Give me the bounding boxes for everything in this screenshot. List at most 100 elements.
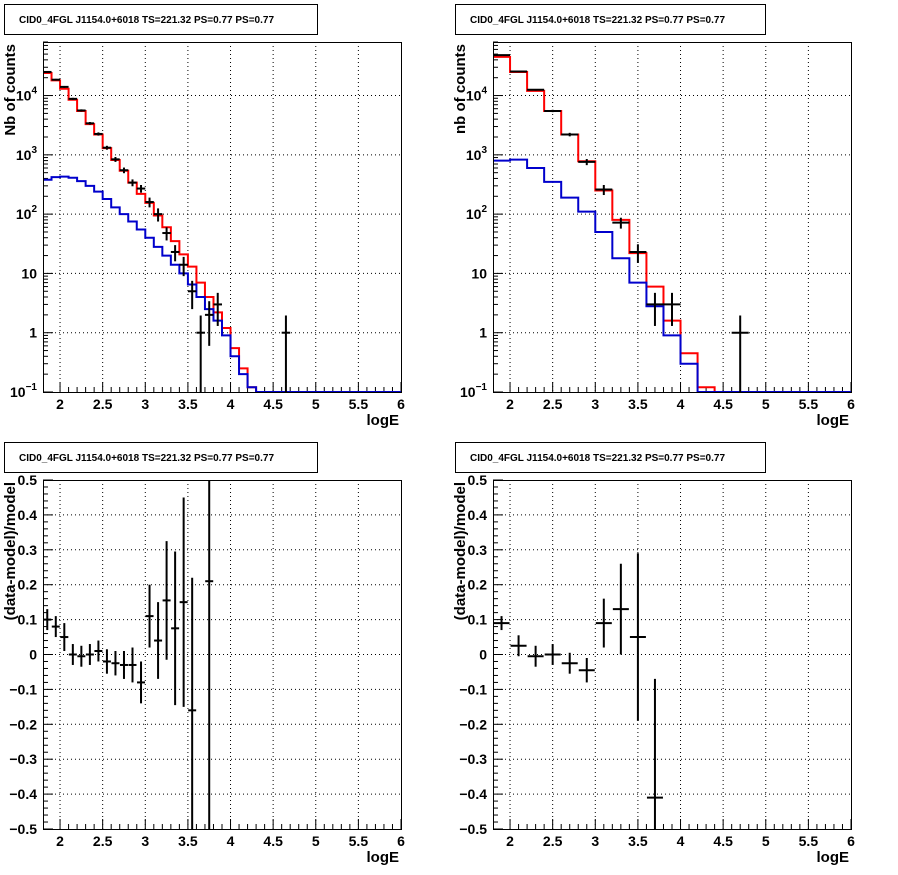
data-point bbox=[145, 197, 154, 208]
plot-frame bbox=[43, 480, 402, 830]
panel-2: CID0_4FGL J1154.0+6018 TS=221.32 PS=0.77… bbox=[452, 4, 855, 429]
data-point bbox=[128, 179, 137, 187]
y-tick-label: −0.4 bbox=[9, 786, 37, 802]
data-point bbox=[77, 645, 86, 667]
x-tick-label: 5.5 bbox=[349, 833, 369, 849]
data-point bbox=[646, 292, 664, 326]
panel-4: CID0_4FGL J1154.0+6018 TS=221.32 PS=0.77… bbox=[452, 442, 855, 866]
x-tick-label: 4 bbox=[677, 833, 685, 849]
series-line-2 bbox=[43, 175, 401, 392]
y-tick-label: −0.1 bbox=[9, 681, 37, 697]
data-point bbox=[595, 184, 613, 196]
data-point bbox=[60, 85, 69, 88]
y-tick-label: 102 bbox=[466, 204, 488, 222]
data-point bbox=[629, 553, 646, 721]
x-tick-label: 4.5 bbox=[713, 833, 733, 849]
data-point bbox=[171, 551, 180, 706]
data-point bbox=[77, 109, 86, 112]
y-tick-label: 0.4 bbox=[468, 507, 488, 523]
data-point bbox=[646, 678, 663, 829]
x-tick-label: 5.5 bbox=[799, 396, 819, 412]
y-axis-title: (data-model)/model bbox=[2, 482, 19, 620]
x-tick-label: 5.5 bbox=[799, 833, 819, 849]
y-tick-label: 1 bbox=[479, 325, 487, 341]
data-point bbox=[111, 156, 120, 162]
data-point bbox=[188, 577, 197, 829]
y-tick-label: 0.4 bbox=[18, 507, 38, 523]
x-tick-label: 5 bbox=[762, 396, 770, 412]
data-point bbox=[663, 292, 681, 326]
y-tick-label: 1 bbox=[29, 325, 37, 341]
y-tick-label: 102 bbox=[16, 204, 38, 222]
x-tick-label: 5 bbox=[762, 833, 770, 849]
y-tick-label: 0.1 bbox=[18, 612, 38, 628]
x-tick-label: 2 bbox=[56, 396, 64, 412]
y-tick-label: −0.1 bbox=[459, 681, 487, 697]
data-point bbox=[51, 78, 61, 81]
x-tick-label: 4.5 bbox=[713, 396, 733, 412]
x-axis-title: logE bbox=[817, 412, 850, 429]
x-tick-label: 4 bbox=[677, 396, 685, 412]
y-tick-label: 0.5 bbox=[468, 472, 488, 488]
data-point bbox=[629, 244, 647, 263]
x-tick-label: 3.5 bbox=[628, 833, 648, 849]
y-tick-label: 10−1 bbox=[460, 382, 487, 400]
y-tick-label: 103 bbox=[16, 145, 38, 163]
data-point bbox=[94, 640, 103, 662]
y-tick-label: −0.4 bbox=[459, 786, 487, 802]
data-point bbox=[119, 651, 128, 679]
y-tick-label: 0.1 bbox=[468, 612, 488, 628]
data-point bbox=[544, 109, 562, 113]
x-tick-label: 3.5 bbox=[178, 833, 198, 849]
data-point bbox=[527, 645, 544, 667]
y-tick-label: 0.5 bbox=[18, 472, 38, 488]
y-axis-title: (data-model)/model bbox=[452, 482, 469, 620]
x-tick-label: 3 bbox=[591, 396, 599, 412]
data-point bbox=[60, 623, 69, 652]
data-point bbox=[281, 315, 291, 392]
title-box bbox=[4, 442, 318, 473]
x-axis-title: logE bbox=[817, 849, 850, 866]
data-point bbox=[162, 541, 171, 660]
data-point bbox=[213, 292, 222, 326]
series-line-1 bbox=[43, 72, 401, 392]
data-point bbox=[102, 649, 111, 674]
data-point bbox=[179, 256, 188, 277]
y-tick-label: 103 bbox=[466, 145, 488, 163]
y-tick-label: −0.5 bbox=[459, 821, 487, 837]
x-tick-label: 3 bbox=[591, 833, 599, 849]
x-tick-label: 6 bbox=[847, 396, 855, 412]
series-line-2 bbox=[493, 158, 851, 392]
data-point bbox=[612, 563, 629, 655]
plot-frame bbox=[493, 480, 852, 830]
data-point bbox=[205, 480, 214, 829]
data-point bbox=[51, 616, 60, 638]
data-point bbox=[510, 70, 528, 73]
data-point bbox=[153, 208, 163, 222]
data-point bbox=[43, 609, 52, 631]
y-tick-label: 0 bbox=[479, 647, 487, 663]
y-tick-label: −0.5 bbox=[9, 821, 37, 837]
plot-frame bbox=[43, 42, 402, 393]
title-box bbox=[4, 4, 318, 35]
x-tick-label: 2.5 bbox=[93, 833, 113, 849]
y-tick-label: 0.2 bbox=[18, 577, 38, 593]
data-point bbox=[493, 616, 510, 631]
data-point bbox=[561, 132, 579, 137]
title-box bbox=[455, 442, 766, 473]
y-tick-label: 0.2 bbox=[468, 577, 488, 593]
series-line-1 bbox=[493, 55, 851, 392]
data-point bbox=[561, 652, 578, 674]
x-tick-label: 4 bbox=[227, 833, 235, 849]
chart-title: CID0_4FGL J1154.0+6018 TS=221.32 PS=0.77… bbox=[19, 453, 274, 464]
x-tick-label: 6 bbox=[397, 396, 405, 412]
y-tick-label: 0.3 bbox=[18, 542, 38, 558]
x-tick-label: 2.5 bbox=[543, 396, 563, 412]
y-tick-label: 0.3 bbox=[468, 542, 488, 558]
x-tick-label: 3 bbox=[141, 833, 149, 849]
x-tick-label: 2.5 bbox=[543, 833, 563, 849]
data-point bbox=[136, 184, 146, 193]
y-tick-label: −0.2 bbox=[459, 716, 487, 732]
x-tick-label: 2 bbox=[506, 396, 514, 412]
